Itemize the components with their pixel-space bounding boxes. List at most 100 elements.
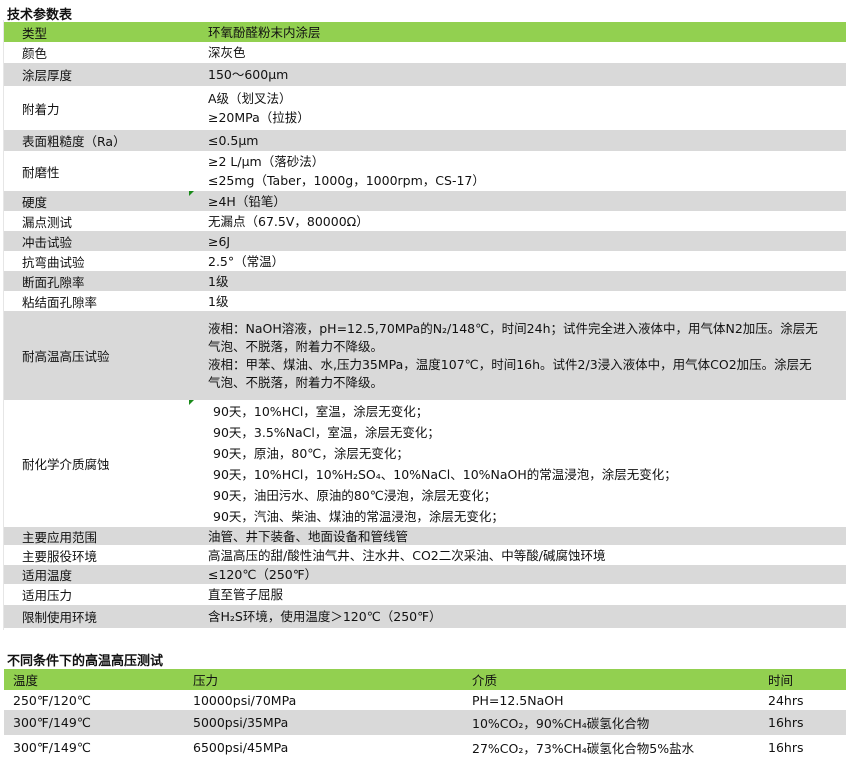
table-cell: 27%CO₂，73%CH₄碳氢化合物5%盐水	[472, 740, 695, 756]
param-label: 抗弯曲试验	[22, 254, 85, 270]
param-label: 附着力	[22, 101, 60, 117]
value-line: ≤120℃（250℉）	[208, 567, 318, 582]
value-line: 直至管子屈服	[208, 587, 284, 602]
param-label: 适用温度	[22, 568, 73, 583]
param-value: 含H₂S环境，使用温度＞120℃（250℉）	[208, 605, 442, 628]
value-line: 1级	[208, 273, 229, 289]
param-value: 直至管子屈服	[208, 584, 283, 605]
value-line: 液相：NaOH溶液，pH=12.5,70MPa的N₂/148℃，时间24h；试件…	[208, 320, 818, 336]
value-line: 1级	[208, 293, 229, 309]
table-row: 250℉/120℃ 10000psi/70MPa PH=12.5NaOH 24hrs	[4, 690, 846, 710]
table-border	[3, 20, 4, 630]
table-row: 涂层厚度 150～600μm	[4, 63, 846, 86]
param-value: 液相：NaOH溶液，pH=12.5,70MPa的N₂/148℃，时间24h；试件…	[208, 311, 818, 400]
table-row: 抗弯曲试验 2.5°（常温）	[4, 251, 846, 271]
param-value: 深灰色	[208, 42, 246, 63]
param-value: 环氧酚醛粉末内涂层	[208, 22, 321, 42]
param-label: 表面粗糙度（Ra）	[22, 134, 126, 149]
value-line: 2.5°（常温）	[208, 253, 285, 269]
table-row: 300℉/149℃ 5000psi/35MPa 10%CO₂，90%CH₄碳氢化合物…	[4, 710, 846, 735]
param-value: 1级	[208, 291, 228, 311]
table-cell: 16hrs	[768, 739, 804, 755]
value-line: 气泡、不脱落，附着力不降级。	[208, 374, 384, 390]
param-value: 高温高压的甜/酸性油气井、注水井、CO2二次采油、中等酸/碱腐蚀环境	[208, 545, 605, 565]
value-line: ≤25mg（Taber，1000g，1000rpm，CS-17）	[208, 173, 485, 188]
value-line: 无漏点（67.5V，80000Ω）	[208, 213, 369, 229]
hpht-table-title: 不同条件下的高温高压测试	[7, 654, 164, 669]
param-value: 油管、井下装备、地面设备和管线管	[208, 527, 408, 545]
table-cell: PH=12.5NaOH	[472, 692, 564, 708]
table-cell: 16hrs	[768, 715, 804, 730]
table-cell: 300℉/149℃	[13, 715, 91, 730]
value-line: 含H₂S环境，使用温度＞120℃（250℉）	[208, 609, 442, 624]
table-row: 适用压力 直至管子屈服	[4, 584, 846, 605]
table-row: 表面粗糙度（Ra） ≤0.5μm	[4, 130, 846, 151]
param-label: 漏点测试	[22, 214, 73, 230]
table-row: 主要应用范围 油管、井下装备、地面设备和管线管	[4, 527, 846, 545]
value-line: 90天，汽油、柴油、煤油的常温浸泡，涂层无变化；	[213, 508, 504, 524]
comment-marker-icon	[189, 191, 194, 196]
table-row: 耐高温高压试验 液相：NaOH溶液，pH=12.5,70MPa的N₂/148℃，时…	[4, 311, 846, 400]
param-label: 断面孔隙率	[22, 274, 85, 290]
table-cell: 24hrs	[768, 692, 804, 708]
hpht-table: 温度 压力 介质 时间 250℉/120℃ 10000psi/70MPa PH=12.5Na…	[4, 669, 846, 759]
param-label: 耐磨性	[22, 164, 60, 180]
param-value: ≥6J	[208, 231, 230, 251]
param-value: ≥2 L/μm（落砂法） ≤25mg（Taber，1000g，1000rpm，CS…	[208, 151, 485, 191]
param-value: ≤120℃（250℉）	[208, 565, 317, 584]
table-row: 漏点测试 无漏点（67.5V，80000Ω）	[4, 211, 846, 231]
value-line: 90天，10%HCl，10%H₂SO₄、10%NaCl、10%NaOH的常温浸泡…	[213, 466, 677, 482]
value-line: ≥6J	[208, 233, 231, 249]
table-row: 限制使用环境 含H₂S环境，使用温度＞120℃（250℉）	[4, 605, 846, 628]
table-row: 耐磨性 ≥2 L/μm（落砂法） ≤25mg（Taber，1000g，1000rpm…	[4, 151, 846, 191]
param-value: 1级	[208, 271, 228, 291]
column-header: 压力	[193, 673, 219, 688]
column-header: 时间	[768, 673, 794, 688]
table-row: 300℉/149℃ 6500psi/45MPa 27%CO₂，73%CH₄碳氢化合物…	[4, 735, 846, 759]
param-label: 限制使用环境	[22, 610, 98, 625]
value-line: A级（划叉法）	[208, 91, 292, 106]
table-row: 附着力 A级（划叉法） ≥20MPa（拉拔）	[4, 86, 846, 130]
param-label: 颜色	[22, 46, 48, 61]
value-line: 90天，10%HCl，室温，涂层无变化；	[213, 403, 429, 419]
value-line: 油管、井下装备、地面设备和管线管	[208, 528, 409, 544]
param-label: 耐化学介质腐蚀	[22, 457, 110, 472]
param-label: 主要应用范围	[22, 529, 98, 545]
table-header-row: 温度 压力 介质 时间	[4, 669, 846, 690]
value-line: ≥20MPa（拉拔）	[208, 110, 310, 125]
value-line: 深灰色	[208, 45, 246, 60]
param-label: 主要服役环境	[22, 548, 98, 564]
value-line: 90天，原油，80℃，涂层无变化；	[213, 445, 409, 461]
value-line: 90天，油田污水、原油的80℃浸泡，涂层无变化；	[213, 487, 497, 503]
table-row: 主要服役环境 高温高压的甜/酸性油气井、注水井、CO2二次采油、中等酸/碱腐蚀环境	[4, 545, 846, 565]
column-header: 温度	[13, 673, 39, 688]
value-line: 90天，3.5%NaCl，室温，涂层无变化；	[213, 424, 440, 440]
comment-marker-icon	[189, 400, 194, 405]
value-line: ≥4H（铅笔）	[208, 193, 286, 209]
table-row: 适用温度 ≤120℃（250℉）	[4, 565, 846, 584]
column-header: 介质	[472, 673, 498, 688]
value-line: 150～600μm	[208, 67, 289, 82]
param-label: 涂层厚度	[22, 68, 73, 83]
param-value: 2.5°（常温）	[208, 251, 284, 271]
table-row: 硬度 ≥4H（铅笔）	[4, 191, 846, 211]
value-line: 气泡、不脱落，附着力不降级。	[208, 338, 384, 354]
param-value: 150～600μm	[208, 63, 288, 86]
table-cell: 250℉/120℃	[13, 692, 91, 708]
table-row: 粘结面孔隙率 1级	[4, 291, 846, 311]
table-header-row: 类型 环氧酚醛粉末内涂层	[4, 22, 846, 42]
spec-table-title: 技术参数表	[7, 8, 73, 23]
param-label: 粘结面孔隙率	[22, 294, 98, 310]
value-line: 液相：甲苯、煤油、水,压力35MPa，温度107℃，时间16h。试件2/3浸入液…	[208, 356, 812, 372]
param-value: 无漏点（67.5V，80000Ω）	[208, 211, 369, 231]
value-line: 高温高压的甜/酸性油气井、注水井、CO2二次采油、中等酸/碱腐蚀环境	[208, 547, 606, 563]
table-row: 耐化学介质腐蚀 90天，10%HCl，室温，涂层无变化； 90天，3.5%NaCl，…	[4, 400, 846, 527]
value-line: 环氧酚醛粉末内涂层	[208, 24, 321, 40]
table-cell: 300℉/149℃	[13, 739, 91, 755]
param-label: 硬度	[22, 194, 48, 210]
param-label: 耐高温高压试验	[22, 349, 110, 364]
param-value: 90天，10%HCl，室温，涂层无变化； 90天，3.5%NaCl，室温，涂层无变…	[213, 400, 677, 527]
param-value: ≤0.5μm	[208, 130, 258, 151]
param-label: 类型	[22, 25, 48, 41]
table-cell: 5000psi/35MPa	[193, 715, 289, 730]
